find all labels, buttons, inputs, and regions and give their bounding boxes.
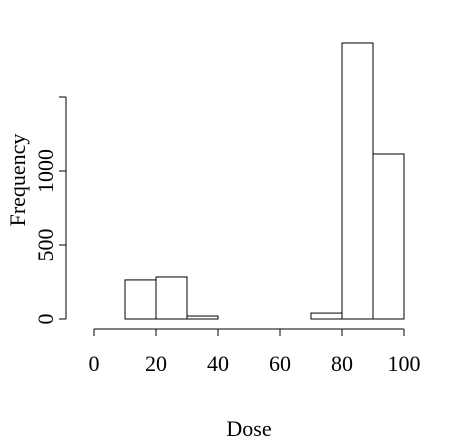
bar (155, 276, 188, 320)
x-axis-label: Dose (226, 416, 271, 441)
x-tick-label: 60 (269, 351, 291, 376)
x-tick-label: 80 (331, 351, 353, 376)
bar (310, 312, 343, 320)
x-tick-label: 20 (145, 351, 167, 376)
bar (186, 315, 219, 320)
y-tick-label: 0 (33, 314, 58, 325)
x-tick-label: 0 (89, 351, 100, 376)
bar (124, 279, 157, 320)
y-tick-label: 500 (33, 229, 58, 262)
x-tick-label: 40 (207, 351, 229, 376)
x-tick-label: 100 (388, 351, 421, 376)
y-axis-label: Frequency (5, 134, 30, 227)
bar (341, 42, 374, 320)
bar (372, 153, 405, 320)
y-tick-label: 1000 (33, 149, 58, 193)
